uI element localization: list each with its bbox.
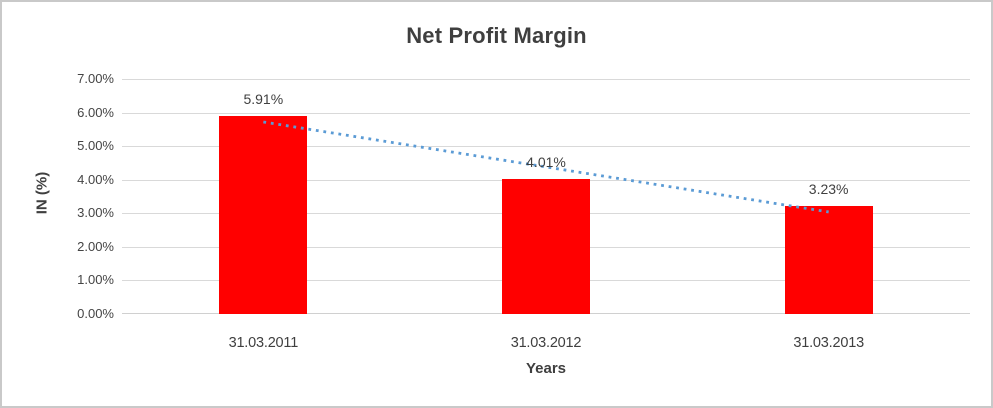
chart-title: Net Profit Margin <box>406 23 587 48</box>
y-tick-3: 3.00% <box>77 205 114 221</box>
gridline <box>122 112 970 114</box>
bar-2013 <box>784 205 873 314</box>
x-tick-2011: 31.03.2011 <box>228 335 299 351</box>
data-label-2013: 3.23% <box>808 180 849 197</box>
bar-2012 <box>502 179 590 314</box>
bar-2011 <box>219 115 308 314</box>
gridline <box>122 79 970 80</box>
data-label-2012: 4.01% <box>526 154 566 171</box>
y-tick-5: 5.00% <box>77 138 114 154</box>
y-tick-7: 7.00% <box>77 71 114 86</box>
data-label-2011: 5.91% <box>243 90 284 107</box>
y-tick-2: 2.00% <box>77 238 114 254</box>
x-axis-tick-labels: 31.03.2011 31.03.2012 31.03.2013 <box>122 335 970 353</box>
y-axis-tick-labels: 7.00% 6.00% 5.00% 4.00% 3.00% 2.00% 1.00… <box>2 71 114 321</box>
y-tick-4: 4.00% <box>77 171 114 187</box>
x-axis-title: Years <box>525 360 567 377</box>
plot-area: 5.91% 4.01% 3.23% <box>122 79 970 314</box>
gridline <box>122 146 970 148</box>
y-tick-1: 1.00% <box>77 272 114 288</box>
x-tick-2013: 31.03.2013 <box>793 335 864 351</box>
y-tick-0: 0.00% <box>77 306 114 321</box>
y-tick-6: 6.00% <box>77 104 114 120</box>
x-tick-2012: 31.03.2012 <box>510 335 582 351</box>
